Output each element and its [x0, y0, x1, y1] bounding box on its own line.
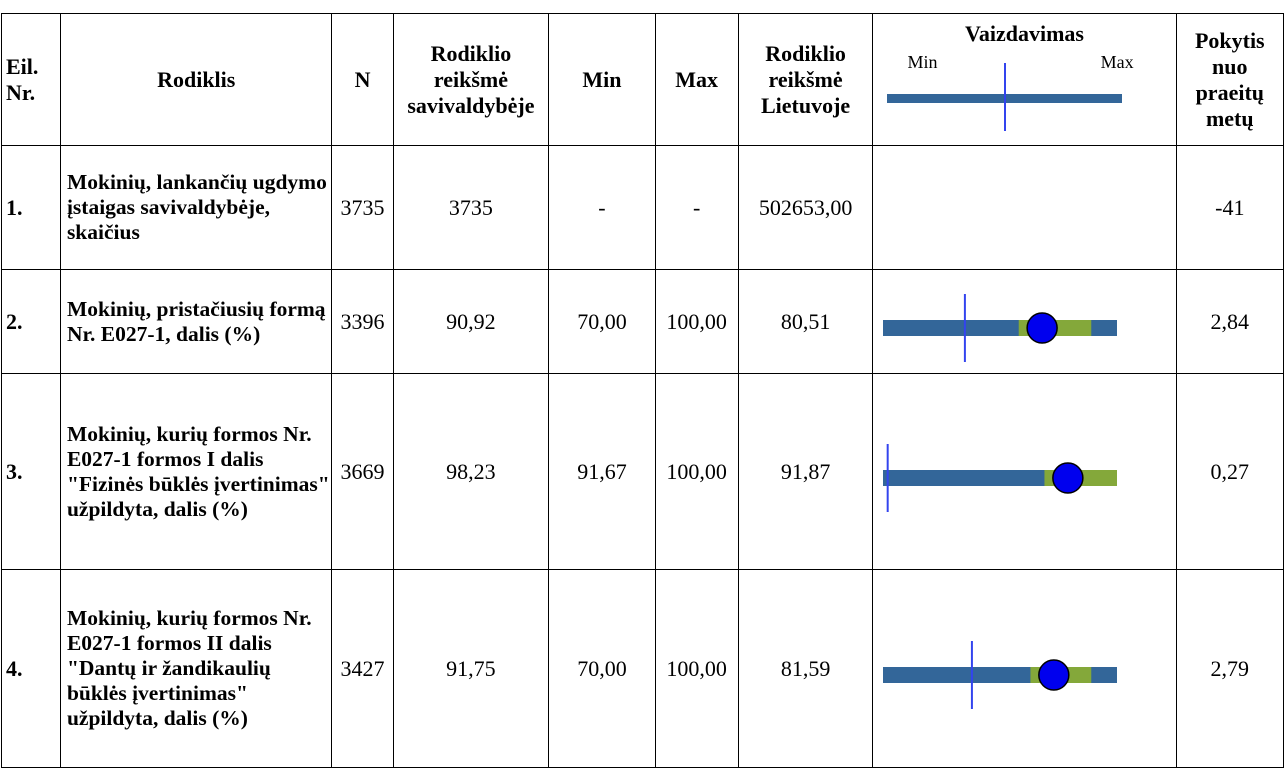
row-nr: 3. — [1, 373, 61, 570]
row-min: 70,00 — [548, 569, 656, 768]
range-chart — [883, 444, 1118, 512]
row-lt: 502653,00 — [737, 145, 874, 270]
table-row: 3. Mokinių, kurių formos Nr. E027-1 form… — [1, 373, 1285, 570]
row-change: 2,84 — [1175, 269, 1285, 374]
header-min: Min — [548, 13, 656, 146]
value-marker — [1052, 462, 1085, 494]
header-max: Max — [654, 13, 739, 146]
row-lt: 80,51 — [737, 269, 874, 374]
row-min: 70,00 — [548, 269, 656, 374]
row-max: 100,00 — [654, 373, 739, 570]
row-n: 3735 — [331, 145, 394, 270]
row-name: Mokinių, pristačiusių formą Nr. E027-1, … — [59, 269, 333, 374]
legend-graphic — [887, 62, 1123, 131]
row-n: 3669 — [331, 373, 394, 570]
header-viz-min: Min — [907, 51, 938, 72]
row-n: 3427 — [331, 569, 394, 768]
header-value: Rodiklio reikšmė savivaldybėje — [392, 13, 550, 146]
row-viz — [872, 373, 1177, 570]
row-change: 0,27 — [1175, 373, 1285, 570]
row-max: 100,00 — [654, 269, 739, 374]
row-change: 2,79 — [1175, 569, 1285, 768]
row-n: 3396 — [331, 269, 394, 374]
value-marker — [1038, 659, 1071, 691]
row-lt: 91,87 — [737, 373, 874, 570]
header-row: Eil. Nr. Rodiklis N Rodiklio reikšmė sav… — [1, 13, 1285, 146]
header-viz-title: Vaizdavimas — [965, 20, 1084, 46]
row-value: 90,92 — [392, 269, 550, 374]
header-lt: Rodiklio reikšmė Lietuvoje — [737, 13, 874, 146]
row-max: - — [654, 145, 739, 270]
table-row: 4. Mokinių, kurių formos Nr. E027-1 form… — [1, 569, 1285, 768]
indicator-table: Eil. Nr. Rodiklis N Rodiklio reikšmė sav… — [1, 13, 1285, 768]
row-viz — [872, 269, 1177, 374]
row-viz — [872, 569, 1177, 768]
header-nr: Eil. Nr. — [1, 13, 61, 146]
row-nr: 4. — [1, 569, 61, 768]
table-row: 2. Mokinių, pristačiusių formą Nr. E027-… — [1, 269, 1285, 374]
row-name: Mokinių, kurių formos Nr. E027-1 formos … — [59, 569, 333, 768]
row-change: -41 — [1175, 145, 1285, 270]
row-min: 91,67 — [548, 373, 656, 570]
header-viz: Vaizdavimas Min Max — [872, 13, 1177, 146]
row-lt: 81,59 — [737, 569, 874, 768]
row-max: 100,00 — [654, 569, 739, 768]
header-viz-max: Max — [1100, 51, 1134, 72]
range-chart — [883, 294, 1118, 362]
row-value: 3735 — [392, 145, 550, 270]
header-change: Pokytis nuo praeitų metų — [1175, 13, 1285, 146]
row-min: - — [548, 145, 656, 270]
row-viz — [872, 145, 1177, 270]
row-nr: 2. — [1, 269, 61, 374]
row-name: Mokinių, lankančių ugdymo įstaigas saviv… — [59, 145, 333, 270]
row-value: 91,75 — [392, 569, 550, 768]
row-nr: 1. — [1, 145, 61, 270]
row-name: Mokinių, kurių formos Nr. E027-1 formos … — [59, 373, 333, 570]
row-value: 98,23 — [392, 373, 550, 570]
table-row: 1. Mokinių, lankančių ugdymo įstaigas sa… — [1, 145, 1285, 270]
value-marker — [1026, 312, 1059, 344]
range-chart — [883, 641, 1118, 709]
header-n: N — [331, 13, 394, 146]
header-name: Rodiklis — [59, 13, 333, 146]
